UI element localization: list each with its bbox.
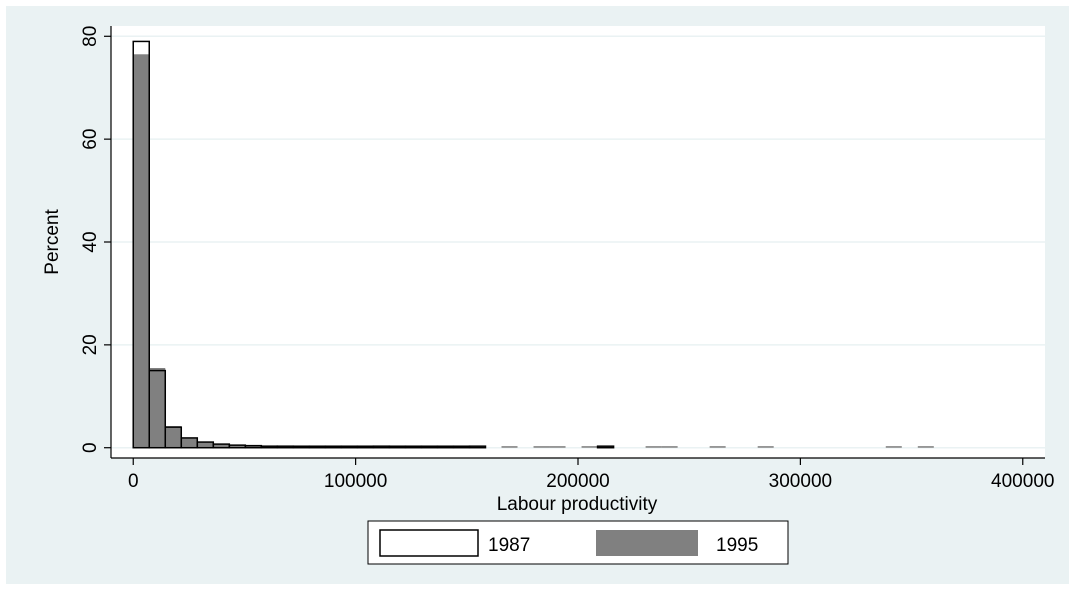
bar-1995-26 [661, 446, 678, 448]
x-tick-label-0: 0 [128, 471, 139, 492]
y-axis-title: Percent [42, 209, 63, 275]
bar-1995-3 [181, 437, 198, 448]
bar-1995-8 [261, 446, 278, 448]
bar-1987-19 [436, 445, 455, 449]
legend-swatch-1995 [596, 530, 698, 556]
bar-1987-20 [452, 445, 471, 449]
bar-1995-1 [149, 368, 166, 448]
x-tick-label-1: 100000 [324, 471, 387, 492]
series-1995-bars [133, 54, 934, 448]
y-tick-label-4: 80 [80, 26, 101, 47]
bar-1987-17 [404, 445, 423, 449]
bar-1995-21 [501, 446, 518, 448]
bar-1995-23 [549, 446, 566, 448]
bar-1995-0 [133, 54, 150, 448]
y-tick-label-2: 40 [80, 231, 101, 252]
bar-1995-15 [373, 446, 390, 448]
x-axis-ticks: 0 100000 200000 300000 400000 [128, 458, 1054, 492]
bar-1987-22 [596, 445, 615, 449]
y-axis-ticks: 0 20 40 60 80 [80, 26, 111, 453]
x-tick-label-2: 200000 [546, 471, 609, 492]
bar-1987-18 [420, 445, 439, 449]
legend-label-1987: 1987 [488, 535, 530, 556]
bar-1987-12 [324, 445, 343, 449]
bar-1995-25 [645, 446, 662, 448]
bar-1995-29 [885, 446, 902, 448]
bar-1995-27 [709, 446, 726, 448]
y-tick-label-1: 20 [80, 334, 101, 355]
bar-1995-28 [757, 446, 774, 448]
bar-1987-0 [132, 40, 150, 449]
bar-1995-2 [165, 426, 182, 448]
x-axis-title: Labour productivity [497, 494, 658, 515]
bar-1987-21 [468, 445, 487, 449]
bar-1987-11 [308, 445, 327, 449]
legend-label-1995: 1995 [716, 535, 758, 556]
bar-1987-13 [340, 445, 359, 449]
bar-1995-6 [229, 444, 246, 448]
bar-1987-1 [148, 369, 167, 449]
bar-1995-24 [581, 446, 598, 448]
bar-1987-10 [292, 445, 311, 449]
bar-1995-30 [917, 446, 934, 448]
bar-1987-14 [356, 445, 375, 449]
x-tick-label-4: 400000 [991, 471, 1054, 492]
y-tick-label-3: 60 [80, 129, 101, 150]
legend-swatch-1987 [379, 529, 479, 557]
bar-1995-4 [197, 441, 214, 448]
x-tick-label-3: 300000 [769, 471, 832, 492]
bar-1995-22 [533, 446, 550, 448]
y-tick-label-0: 0 [80, 442, 101, 453]
bar-1995-5 [213, 443, 230, 448]
legend: 1987 1995 [367, 520, 789, 565]
bar-1995-7 [245, 445, 262, 448]
series-1987-bars [132, 40, 615, 449]
bar-1987-16 [388, 445, 407, 449]
